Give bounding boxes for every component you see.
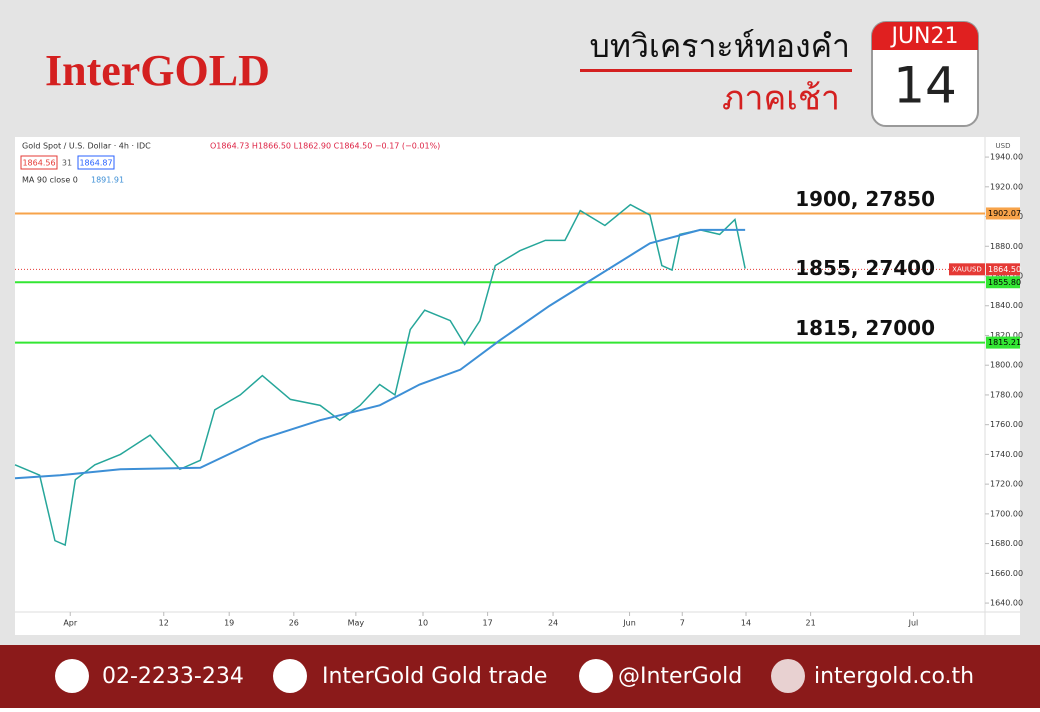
bid: 1864.56 <box>22 159 55 168</box>
subtitle: ภาคเช้า <box>722 79 840 119</box>
x-tick-label: 19 <box>224 619 234 628</box>
calendar-top <box>872 22 978 50</box>
x-tick-label: Apr <box>63 619 78 628</box>
chart-panel <box>15 137 1020 635</box>
y-tick-label: 1800.00 <box>990 361 1023 370</box>
y-tick-label: 1820.00 <box>990 331 1023 340</box>
title-underline <box>580 69 852 72</box>
x-tick-label: 24 <box>548 619 558 628</box>
series-line <box>14 228 746 480</box>
title: บทวิเคราะห์ทองคำ <box>590 27 850 65</box>
facebook: InterGold Gold trade <box>322 664 547 689</box>
level-annotation: 1815, 27000 <box>795 316 935 340</box>
x-tick-label: 10 <box>418 619 428 628</box>
level-box <box>986 207 1020 220</box>
level-label: 1902.07 <box>988 209 1021 218</box>
calendar-day: 14 <box>893 57 957 115</box>
y-tick-label: 1720.00 <box>990 480 1023 489</box>
y-tick-label: 1860.00 <box>990 272 1023 281</box>
y-tick-label: 1740.00 <box>990 450 1023 459</box>
level-annotation: 1855, 27400 <box>795 256 935 280</box>
ask: 1864.87 <box>79 159 112 168</box>
indicator-value: 1891.91 <box>91 176 124 185</box>
web-icon <box>771 659 805 693</box>
y-tick-label: 1760.00 <box>990 420 1023 429</box>
level-box <box>986 336 1020 349</box>
spread: 31 <box>62 159 72 168</box>
last-symbol: XAUUSD <box>952 265 982 273</box>
calendar: JUN21 14 <box>871 21 979 127</box>
x-tick-label: 12 <box>159 619 169 628</box>
line-id: @InterGold <box>618 664 742 689</box>
level-annotation: 1900, 27850 <box>795 187 935 211</box>
x-tick-label: Jul <box>908 619 919 628</box>
facebook-icon <box>273 659 307 693</box>
ask-box <box>77 155 115 170</box>
footer-band <box>0 645 1040 708</box>
currency: USD <box>996 142 1011 150</box>
last-price-box <box>986 263 1020 276</box>
calendar-month: JUN21 <box>889 24 958 49</box>
ohlc: O1864.73 H1866.50 L1862.90 C1864.50 −0.1… <box>210 142 440 151</box>
website: intergold.co.th <box>814 664 974 689</box>
symbol: Gold Spot / U.S. Dollar · 4h · IDC <box>22 142 151 151</box>
line-icon <box>579 659 613 693</box>
logo: InterGOLD <box>45 46 270 95</box>
phone-icon <box>55 659 89 693</box>
x-tick-label: 26 <box>289 619 299 628</box>
phone: 02-2233-234 <box>102 664 244 689</box>
series-line <box>14 203 746 547</box>
y-tick-label: 1880.00 <box>990 242 1023 251</box>
y-tick-label: 1660.00 <box>990 569 1023 578</box>
level-label: 1815.21 <box>988 338 1021 347</box>
last-price-label: 1864.50 <box>988 265 1021 274</box>
y-tick-label: 1640.00 <box>990 599 1023 608</box>
x-tick-label: 14 <box>741 619 751 628</box>
plot: 1640.00 1660.00 1680.00 1700.00 1720.00 1740.… <box>14 153 1023 628</box>
last-symbol-box <box>949 263 985 276</box>
x-tick-label: May <box>348 619 365 628</box>
x-tick-label: 17 <box>483 619 493 628</box>
indicator: MA 90 close 0 <box>22 176 78 185</box>
y-tick-label: 1940.00 <box>990 153 1023 162</box>
y-tick-label: 1680.00 <box>990 539 1023 548</box>
bid-box <box>20 155 58 170</box>
level-label: 1855.80 <box>988 278 1021 287</box>
y-tick-label: 1700.00 <box>990 509 1023 518</box>
x-tick-label: 21 <box>806 619 816 628</box>
y-tick-label: 1780.00 <box>990 390 1023 399</box>
y-tick-label: 1920.00 <box>990 182 1023 191</box>
level-box <box>986 276 1020 289</box>
y-tick-label: 1840.00 <box>990 301 1023 310</box>
x-tick-label: Jun <box>622 619 636 628</box>
x-tick-label: 7 <box>680 619 685 628</box>
